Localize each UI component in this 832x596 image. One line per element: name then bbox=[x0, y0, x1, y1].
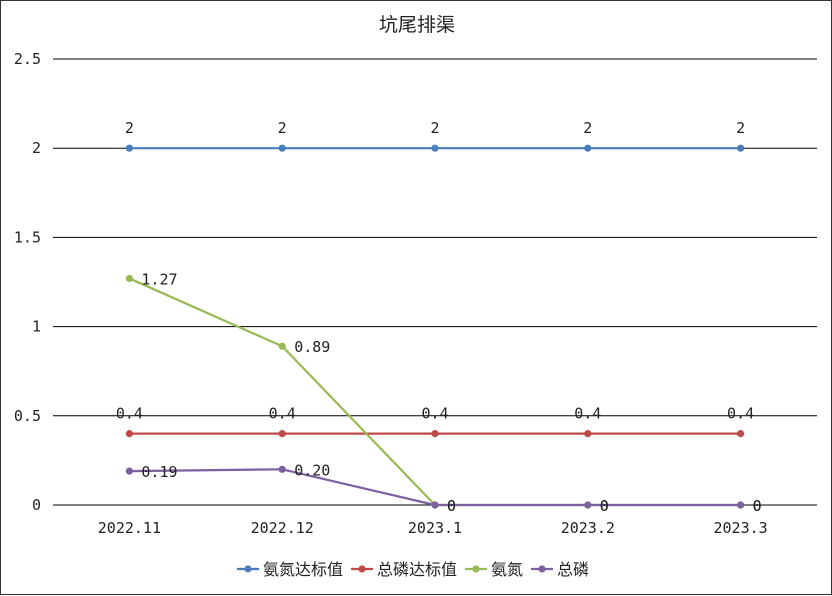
y-tick-label: 1.5 bbox=[14, 228, 41, 246]
data-label: 0.4 bbox=[421, 405, 448, 423]
data-point bbox=[584, 430, 592, 438]
data-label: 0.19 bbox=[141, 463, 177, 481]
y-tick-label: 2 bbox=[32, 139, 41, 157]
data-point bbox=[278, 144, 286, 152]
data-label: 0 bbox=[600, 497, 609, 515]
data-label: 1.27 bbox=[141, 270, 177, 288]
data-label: 0 bbox=[447, 497, 456, 515]
y-tick-label: 0 bbox=[32, 496, 41, 514]
data-label: 0 bbox=[753, 497, 762, 515]
y-axis-ticks: 0 0.5 1 1.5 2 2.5 bbox=[14, 50, 41, 514]
data-label: 0 bbox=[447, 497, 456, 515]
legend-swatch-marker bbox=[358, 565, 366, 573]
data-point bbox=[584, 501, 592, 509]
legend-label: 氨氮 bbox=[491, 560, 523, 579]
series-line bbox=[129, 468, 741, 507]
legend-item: 总磷 bbox=[531, 560, 589, 579]
data-label: 2 bbox=[430, 119, 439, 137]
data-point bbox=[125, 430, 133, 438]
legend-swatch-marker bbox=[472, 565, 480, 573]
data-label: 2 bbox=[125, 119, 134, 137]
legend: 氨氮达标值 总磷达标值 氨氮 总磷 bbox=[237, 560, 589, 579]
legend-swatch-marker bbox=[244, 565, 252, 573]
legend-item: 氨氮达标值 bbox=[237, 560, 343, 579]
data-label: 0.4 bbox=[727, 405, 754, 423]
data-point bbox=[278, 430, 286, 438]
legend-item: 氨氮 bbox=[465, 560, 523, 579]
legend-label: 总磷达标值 bbox=[377, 560, 457, 579]
data-label: 0.89 bbox=[294, 338, 330, 356]
data-point bbox=[125, 144, 133, 152]
x-tick-label: 2022.12 bbox=[251, 519, 314, 537]
data-point bbox=[737, 501, 745, 509]
data-label: 2 bbox=[278, 119, 287, 137]
legend-swatch-marker bbox=[538, 565, 546, 573]
legend-item: 总磷达标值 bbox=[351, 560, 457, 579]
data-point bbox=[278, 342, 286, 350]
series-layer bbox=[125, 144, 745, 509]
data-label: 0.4 bbox=[269, 405, 296, 423]
data-label: 0 bbox=[600, 497, 609, 515]
data-point bbox=[737, 144, 745, 152]
legend-label: 总磷 bbox=[557, 560, 589, 579]
data-label: 0 bbox=[753, 497, 762, 515]
x-tick-label: 2023.2 bbox=[561, 519, 615, 537]
y-tick-label: 1 bbox=[32, 318, 41, 336]
data-point bbox=[431, 144, 439, 152]
data-point bbox=[737, 430, 745, 438]
data-label: 0.20 bbox=[294, 461, 330, 479]
data-labels: 2 2 2 2 20.4 0.4 0.4 0.4 0.41.270.890 0 00.19 0.200… bbox=[116, 119, 762, 515]
x-axis-ticks: 2022.11 2022.12 2023.1 2023.2 2023.3 bbox=[98, 519, 768, 537]
data-point bbox=[278, 465, 286, 473]
x-tick-label: 2023.3 bbox=[714, 519, 768, 537]
data-label: 2 bbox=[736, 119, 745, 137]
chart-title: 坑尾排渠 bbox=[379, 14, 455, 36]
data-point bbox=[125, 467, 133, 475]
data-point bbox=[431, 501, 439, 509]
data-label: 0.4 bbox=[574, 405, 601, 423]
legend-label: 氨氮达标值 bbox=[263, 560, 343, 579]
y-tick-label: 2.5 bbox=[14, 50, 41, 68]
data-point bbox=[125, 274, 133, 283]
data-point bbox=[431, 430, 439, 438]
x-tick-label: 2023.1 bbox=[408, 519, 462, 537]
data-point bbox=[584, 144, 592, 152]
data-label: 0.4 bbox=[116, 405, 143, 423]
data-label: 2 bbox=[583, 119, 592, 137]
x-tick-label: 2022.11 bbox=[98, 519, 161, 537]
y-tick-label: 0.5 bbox=[14, 407, 41, 425]
